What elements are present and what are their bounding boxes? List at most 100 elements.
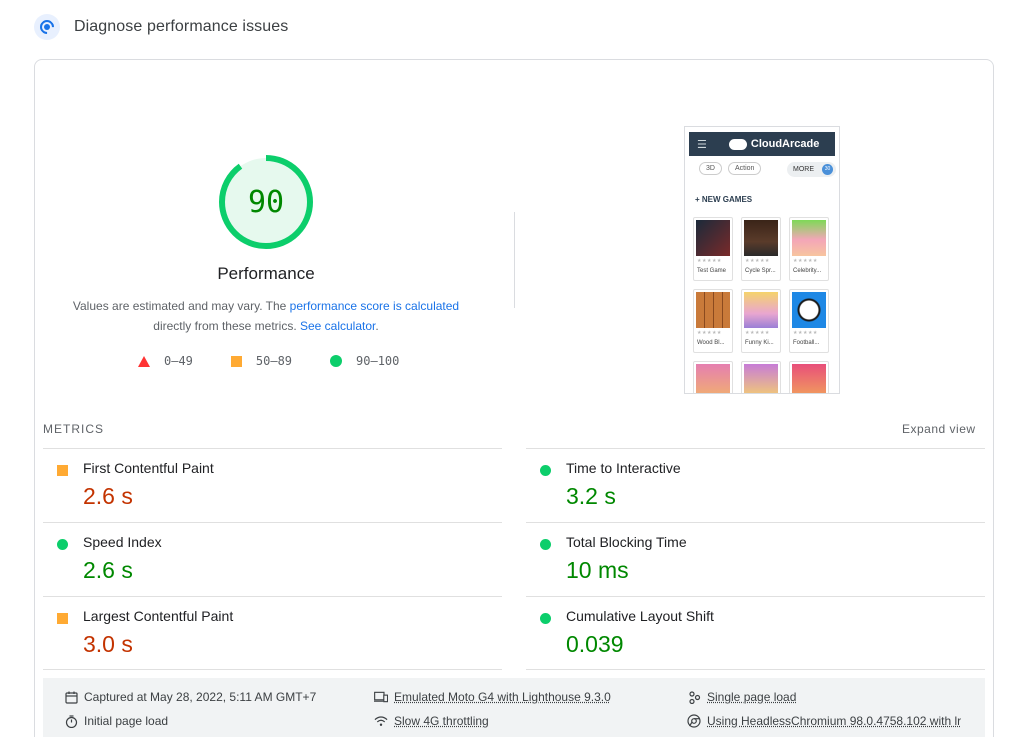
game-thumbnail xyxy=(792,364,826,394)
game-name: Wood Bl... xyxy=(697,340,725,346)
network-throttling[interactable]: Slow 4G throttling xyxy=(374,714,489,728)
browser-info[interactable]: Using HeadlessChromium 98.0.4758.102 wit… xyxy=(687,714,961,728)
metric-speed-index[interactable]: Speed Index 2.6 s xyxy=(43,522,502,596)
game-tile xyxy=(693,361,733,394)
metric-value: 3.2 s xyxy=(566,483,616,510)
metric-label: Total Blocking Time xyxy=(566,534,687,550)
menu-icon: ☰ xyxy=(697,138,707,151)
game-name: Cycle Spr... xyxy=(745,268,776,274)
see-calculator-link[interactable]: See calculator xyxy=(300,319,375,333)
desc-text-3: . xyxy=(375,319,378,333)
performance-gauge[interactable]: 90 xyxy=(216,152,316,252)
pass-circle-icon xyxy=(540,613,551,624)
captured-text: Captured at May 28, 2022, 5:11 AM GMT+7 xyxy=(84,690,316,704)
game-thumbnail xyxy=(744,292,778,328)
pass-circle-icon xyxy=(540,539,551,550)
game-name: Test Game xyxy=(697,268,726,274)
rating-stars: ★★★★★ xyxy=(697,330,722,336)
score-calculated-link[interactable]: performance score is calculated xyxy=(290,299,459,313)
captured-at: Captured at May 28, 2022, 5:11 AM GMT+7 xyxy=(64,690,316,704)
game-tile: ★★★★★ Wood Bl... xyxy=(693,289,733,353)
rating-stars: ★★★★★ xyxy=(697,258,722,264)
game-thumbnail xyxy=(792,220,826,256)
expand-view-toggle[interactable]: Expand view xyxy=(902,422,976,436)
metric-time-to-interactive[interactable]: Time to Interactive 3.2 s xyxy=(526,448,985,522)
game-tile xyxy=(789,361,829,394)
vertical-divider xyxy=(514,212,515,308)
new-games-heading: + NEW GAMES xyxy=(695,195,752,204)
legend-pass: 90–100 xyxy=(330,354,399,368)
game-name: Celebrity... xyxy=(793,268,821,274)
runtime-settings: Captured at May 28, 2022, 5:11 AM GMT+7 … xyxy=(43,678,985,737)
pass-circle-icon xyxy=(57,539,68,550)
wifi-icon xyxy=(374,714,388,728)
triangle-icon xyxy=(138,356,150,367)
performance-label: Performance xyxy=(166,264,366,284)
legend-average: 50–89 xyxy=(231,354,292,368)
average-square-icon xyxy=(57,465,68,476)
single-page-text: Single page load xyxy=(707,690,796,704)
score-description: Values are estimated and may vary. The p… xyxy=(56,296,476,336)
section-title: Diagnose performance issues xyxy=(74,18,288,36)
metric-total-blocking-time[interactable]: Total Blocking Time 10 ms xyxy=(526,522,985,596)
browser-text: Using HeadlessChromium 98.0.4758.102 wit… xyxy=(707,714,961,728)
chip-more: MORE 30 xyxy=(787,162,836,177)
legend-average-label: 50–89 xyxy=(256,354,292,368)
circle-icon xyxy=(330,355,342,367)
average-square-icon xyxy=(57,613,68,624)
game-thumbnail xyxy=(696,292,730,328)
metric-value: 0.039 xyxy=(566,631,624,658)
game-tile: ★★★★★ Celebrity... xyxy=(789,217,829,281)
throttling-text: Slow 4G throttling xyxy=(394,714,489,728)
legend-fail-label: 0–49 xyxy=(164,354,193,368)
devices-icon xyxy=(374,690,388,704)
timer-icon xyxy=(64,714,78,728)
metric-label: Cumulative Layout Shift xyxy=(566,608,714,624)
pass-circle-icon xyxy=(540,465,551,476)
game-tile: ★★★★★ Cycle Spr... xyxy=(741,217,781,281)
chip-3d: 3D xyxy=(699,162,722,175)
metric-value: 2.6 s xyxy=(83,557,133,584)
final-screenshot[interactable]: ☰ CloudArcade 3D Action MORE 30 + NEW GA… xyxy=(684,126,840,394)
emulated-device[interactable]: Emulated Moto G4 with Lighthouse 9.3.0 xyxy=(374,690,611,704)
game-tile xyxy=(741,361,781,394)
metric-largest-contentful-paint[interactable]: Largest Contentful Paint 3.0 s xyxy=(43,596,502,670)
chrome-icon xyxy=(687,714,701,728)
nodes-icon xyxy=(687,690,701,704)
score-legend: 0–49 50–89 90–100 xyxy=(138,354,437,368)
metrics-divider xyxy=(526,669,985,670)
emulated-text: Emulated Moto G4 with Lighthouse 9.3.0 xyxy=(394,690,611,704)
diagnose-icon xyxy=(34,14,60,40)
metric-label: Largest Contentful Paint xyxy=(83,608,233,624)
score-value: 90 xyxy=(216,152,316,252)
game-thumbnail xyxy=(744,364,778,394)
chip-more-label: MORE xyxy=(793,166,814,173)
single-page-load[interactable]: Single page load xyxy=(687,690,796,704)
thumb-navbar: ☰ CloudArcade xyxy=(689,132,835,156)
game-tile: ★★★★★ Test Game xyxy=(693,217,733,281)
game-thumbnail xyxy=(696,220,730,256)
square-icon xyxy=(231,356,242,367)
legend-pass-label: 90–100 xyxy=(356,354,399,368)
metric-label: Time to Interactive xyxy=(566,460,681,476)
metrics-divider xyxy=(43,669,502,670)
legend-fail: 0–49 xyxy=(138,354,193,368)
metric-cumulative-layout-shift[interactable]: Cumulative Layout Shift 0.039 xyxy=(526,596,985,670)
desc-text-2: directly from these metrics. xyxy=(153,319,300,333)
cloud-logo-icon xyxy=(729,139,747,150)
game-thumbnail xyxy=(792,292,826,328)
initial-page-load: Initial page load xyxy=(64,714,168,728)
rating-stars: ★★★★★ xyxy=(793,330,818,336)
metrics-heading: METRICS xyxy=(43,422,104,436)
metric-label: Speed Index xyxy=(83,534,162,550)
rating-stars: ★★★★★ xyxy=(793,258,818,264)
section-header: Diagnose performance issues xyxy=(34,14,288,40)
game-name: Funny Ki... xyxy=(745,340,774,346)
chip-action: Action xyxy=(728,162,761,175)
metric-first-contentful-paint[interactable]: First Contentful Paint 2.6 s xyxy=(43,448,502,522)
desc-text-1: Values are estimated and may vary. The xyxy=(73,299,290,313)
game-thumbnail xyxy=(696,364,730,394)
thumb-chips: 3D Action xyxy=(699,162,767,175)
thumb-brand: CloudArcade xyxy=(751,138,819,150)
more-badge: 30 xyxy=(822,164,833,175)
